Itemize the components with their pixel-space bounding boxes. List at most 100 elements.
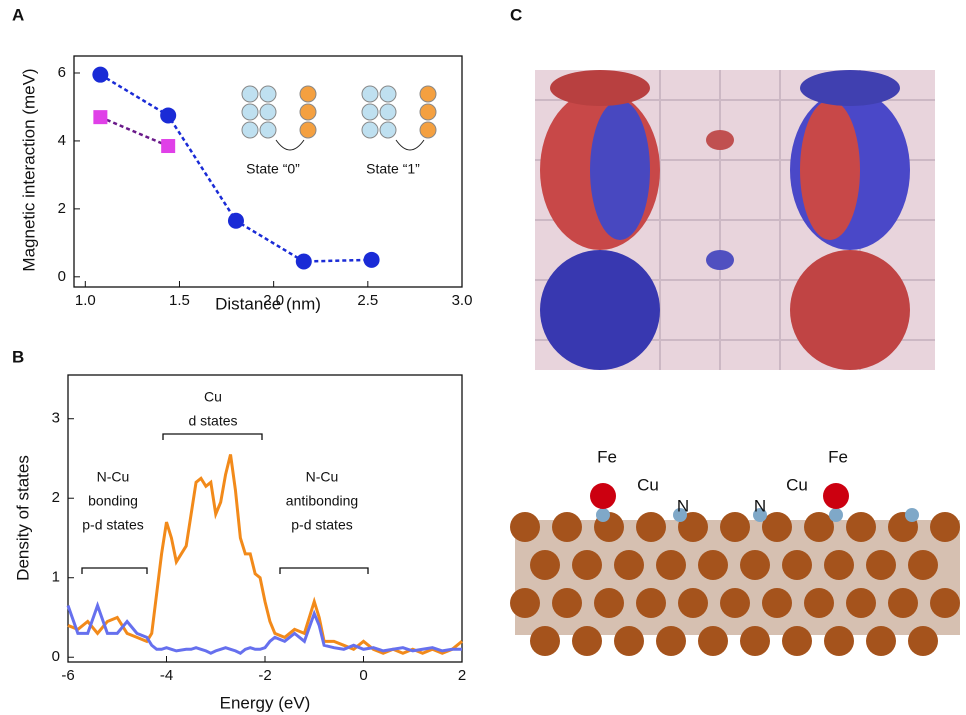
annotation: State “1” <box>366 161 420 177</box>
atom <box>510 588 540 618</box>
inset-schematic <box>241 85 437 151</box>
bracket <box>81 433 369 574</box>
x-axis-label: Energy (eV) <box>220 693 311 712</box>
marker <box>295 253 312 270</box>
series-line <box>66 601 462 656</box>
atom <box>552 512 582 542</box>
atom <box>596 508 610 522</box>
plot-frame <box>73 55 463 288</box>
atom <box>698 550 728 580</box>
atom <box>614 626 644 656</box>
x-tick-label: 0 <box>359 667 367 684</box>
marker <box>93 110 108 125</box>
y-tick-label: 1 <box>52 569 60 586</box>
annotation: d states <box>188 413 237 429</box>
atom <box>762 512 792 542</box>
annotation: N-Cu <box>97 469 130 485</box>
annotation: p-d states <box>291 517 352 533</box>
y-tick-label: 0 <box>52 648 60 665</box>
panel-label: B <box>12 347 24 366</box>
atom <box>740 626 770 656</box>
atom <box>572 626 602 656</box>
atom <box>846 512 876 542</box>
x-tick-label: -2 <box>258 667 271 684</box>
x-tick-label: 1.0 <box>75 292 96 309</box>
atom <box>888 588 918 618</box>
atom <box>782 550 812 580</box>
atom <box>510 512 540 542</box>
atom <box>782 626 812 656</box>
atom-label: N <box>677 496 689 515</box>
x-tick-label: 2.5 <box>357 292 378 309</box>
atom <box>656 550 686 580</box>
panel-label: A <box>12 5 24 24</box>
x-tick-label: 3.0 <box>452 292 473 309</box>
atom <box>824 626 854 656</box>
atom <box>656 626 686 656</box>
atom <box>740 550 770 580</box>
x-tick-label: 2.0 <box>263 292 284 309</box>
atom <box>698 626 728 656</box>
y-axis-label: Density of states <box>13 455 32 581</box>
atom <box>762 588 792 618</box>
atom <box>530 550 560 580</box>
x-tick-label: -6 <box>61 667 74 684</box>
marker <box>160 107 177 124</box>
marker <box>92 66 109 83</box>
atom <box>673 508 687 522</box>
atom <box>678 588 708 618</box>
atom <box>866 550 896 580</box>
atom-label: Fe <box>597 447 617 466</box>
marker <box>161 139 176 154</box>
atom <box>908 550 938 580</box>
annotation: N-Cu <box>306 469 339 485</box>
atom <box>905 508 919 522</box>
atom <box>930 588 960 618</box>
x-tick-label: 2 <box>458 667 466 684</box>
atom-label: N <box>754 496 766 515</box>
y-tick-label: 2 <box>52 489 60 506</box>
annotation: State “0” <box>246 161 300 177</box>
y-tick-label: 0 <box>58 268 66 285</box>
atomic-structure <box>510 483 960 656</box>
atom <box>866 626 896 656</box>
atom <box>824 550 854 580</box>
atom <box>829 508 843 522</box>
atom <box>846 588 876 618</box>
y-axis-label: Magnetic interaction (meV) <box>19 68 38 271</box>
atom-label: Cu <box>786 475 808 494</box>
atom <box>720 588 750 618</box>
y-tick-label: 3 <box>52 410 60 427</box>
x-axis-label: Distance (nm) <box>215 294 321 313</box>
x-tick-label: 1.5 <box>169 292 190 309</box>
y-tick-label: 4 <box>58 132 66 149</box>
atom <box>804 512 834 542</box>
y-tick-label: 2 <box>58 200 66 217</box>
atom <box>930 512 960 542</box>
charge-density-image <box>535 70 935 370</box>
annotation: antibonding <box>286 493 358 509</box>
annotation: bonding <box>88 493 138 509</box>
atom <box>804 588 834 618</box>
atom <box>908 626 938 656</box>
atom <box>530 626 560 656</box>
y-tick-label: 6 <box>58 64 66 81</box>
atom <box>636 512 666 542</box>
series-line <box>99 115 169 148</box>
marker <box>363 251 380 268</box>
x-tick-label: -4 <box>160 667 173 684</box>
atom <box>594 588 624 618</box>
atom <box>572 550 602 580</box>
atom <box>720 512 750 542</box>
atom-label: Fe <box>828 447 848 466</box>
atom-label: Cu <box>637 475 659 494</box>
panel-label: C <box>510 5 522 24</box>
annotation: p-d states <box>82 517 143 533</box>
annotation: Cu <box>204 389 222 405</box>
atom <box>678 512 708 542</box>
atom <box>636 588 666 618</box>
atom <box>614 550 644 580</box>
series-line <box>99 73 372 263</box>
series-line <box>67 454 463 655</box>
